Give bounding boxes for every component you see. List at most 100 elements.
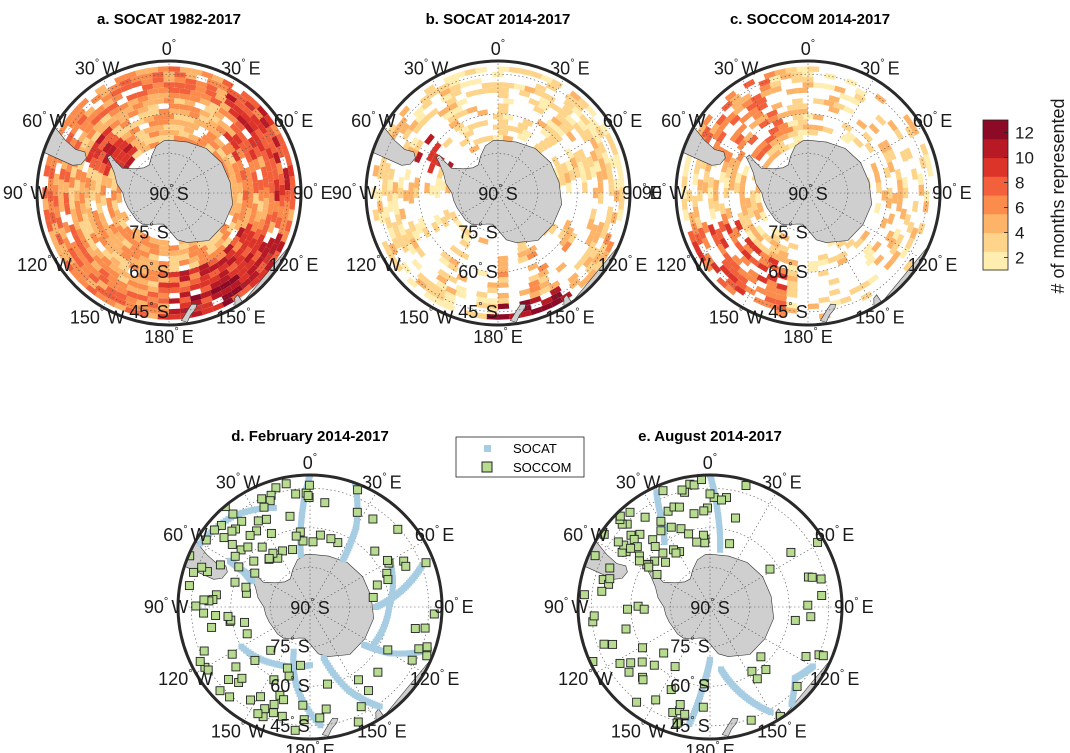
- heatmap-cell: [283, 201, 291, 213]
- soccom-point: [303, 491, 313, 501]
- heatmap-cell: [445, 96, 458, 107]
- longitude-label: 180° E: [473, 326, 522, 347]
- heatmap-cell: [148, 258, 160, 267]
- heatmap-cell: [255, 140, 266, 153]
- heatmap-cell: [776, 266, 789, 275]
- latitude-hemisphere: S: [177, 184, 189, 204]
- latitude-value: 75: [670, 637, 690, 657]
- heatmap-cell: [158, 119, 169, 126]
- heatmap-cell: [707, 176, 715, 188]
- heatmap-cell: [812, 124, 824, 132]
- heatmap-cell: [146, 312, 159, 320]
- degree-symbol: °: [564, 596, 568, 608]
- heatmap-cell: [260, 224, 270, 236]
- heatmap-cell: [97, 150, 107, 162]
- heatmap-cell: [236, 114, 248, 126]
- heatmap-cell: [718, 203, 726, 215]
- heatmap-cell: [764, 295, 777, 305]
- heatmap-cell: [767, 256, 780, 266]
- heatmap-cell: [918, 156, 927, 169]
- degree-symbol: °: [734, 57, 738, 69]
- heatmap-cell: [435, 280, 448, 291]
- heatmap-cell: [372, 209, 380, 222]
- soccom-point: [634, 556, 644, 566]
- heatmap-cell: [475, 66, 488, 74]
- heatmap-cell: [211, 150, 222, 162]
- heatmap-cell: [681, 187, 687, 199]
- heatmap-cell: [179, 93, 191, 101]
- heatmap-cell: [174, 71, 186, 78]
- heatmap-cell: [208, 113, 220, 124]
- heatmap-cell: [755, 96, 768, 107]
- heatmap-cell: [235, 147, 246, 160]
- heatmap-cell: [774, 68, 787, 76]
- heatmap-cell: [133, 129, 146, 139]
- heatmap-cell: [267, 171, 274, 183]
- soccom-point: [368, 514, 378, 524]
- heatmap-cell: [604, 240, 615, 253]
- heatmap-cell: [540, 302, 553, 312]
- heatmap-cell: [720, 161, 729, 173]
- heatmap-cell: [62, 221, 71, 234]
- heatmap-cell: [148, 253, 160, 261]
- heatmap-cell: [724, 284, 737, 296]
- heatmap-cell: [290, 187, 296, 199]
- heatmap-cell: [207, 119, 219, 129]
- graticule: [366, 61, 630, 325]
- heatmap-cell: [79, 171, 87, 183]
- heatmap-cell: [522, 118, 534, 127]
- heatmap-cell: [759, 83, 772, 93]
- soccom-point: [658, 548, 668, 558]
- heatmap-cell: [152, 82, 164, 89]
- longitude-value: 150: [611, 722, 641, 742]
- heatmap-cell: [158, 87, 169, 94]
- heatmap-cell: [597, 141, 607, 154]
- heatmap-cell: [262, 176, 270, 188]
- degree-symbol: °: [95, 57, 99, 69]
- longitude-value: 120: [558, 669, 588, 689]
- soccom-point: [383, 575, 393, 585]
- heatmap-cell: [263, 131, 274, 144]
- new-zealand-land: [321, 717, 339, 737]
- heatmap-cell: [169, 245, 180, 252]
- heatmap-cell: [403, 168, 412, 181]
- heatmap-cell: [417, 217, 427, 229]
- heatmap-cell: [63, 114, 75, 127]
- heatmap-cell: [712, 128, 723, 141]
- heatmap-cell: [551, 155, 561, 168]
- longitude-label: 30° W: [714, 57, 758, 78]
- heatmap-cell: [95, 182, 102, 193]
- soccom-point: [354, 675, 363, 685]
- heatmap-cell: [904, 147, 914, 160]
- heatmap-cell: [599, 250, 610, 263]
- heatmap-cell: [257, 218, 266, 231]
- heatmap-cell: [251, 203, 259, 215]
- heatmap-cell: [80, 264, 92, 277]
- heatmap-cell: [729, 130, 741, 143]
- heatmap-cell: [822, 126, 834, 135]
- heatmap-cell: [226, 262, 238, 273]
- heatmap-cell: [715, 113, 727, 126]
- heatmap-cell: [586, 218, 595, 231]
- heatmap-cell: [774, 304, 787, 313]
- heatmap-cell: [236, 130, 248, 143]
- heatmap-cell: [729, 260, 741, 272]
- colorbar-steps: [983, 120, 1008, 271]
- heatmap-cell: [919, 143, 929, 156]
- heatmap-cell: [581, 182, 588, 193]
- heatmap-cell: [433, 291, 446, 302]
- heatmap-cell: [53, 206, 61, 219]
- longitude-value: 90: [544, 597, 564, 617]
- socat-point: [809, 663, 816, 670]
- latitude-circle: [418, 113, 578, 273]
- heatmap-cell: [752, 209, 762, 221]
- heatmap-cell: [856, 119, 868, 130]
- heatmap-cell: [247, 136, 258, 149]
- heatmap-cell: [812, 114, 824, 121]
- heatmap-cell: [787, 242, 799, 251]
- heatmap-cell: [135, 304, 148, 313]
- heatmap-cell: [173, 114, 185, 121]
- heatmap-cell: [904, 237, 915, 250]
- heatmap-cell: [273, 200, 280, 213]
- longitude-hemisphere: W: [596, 669, 613, 689]
